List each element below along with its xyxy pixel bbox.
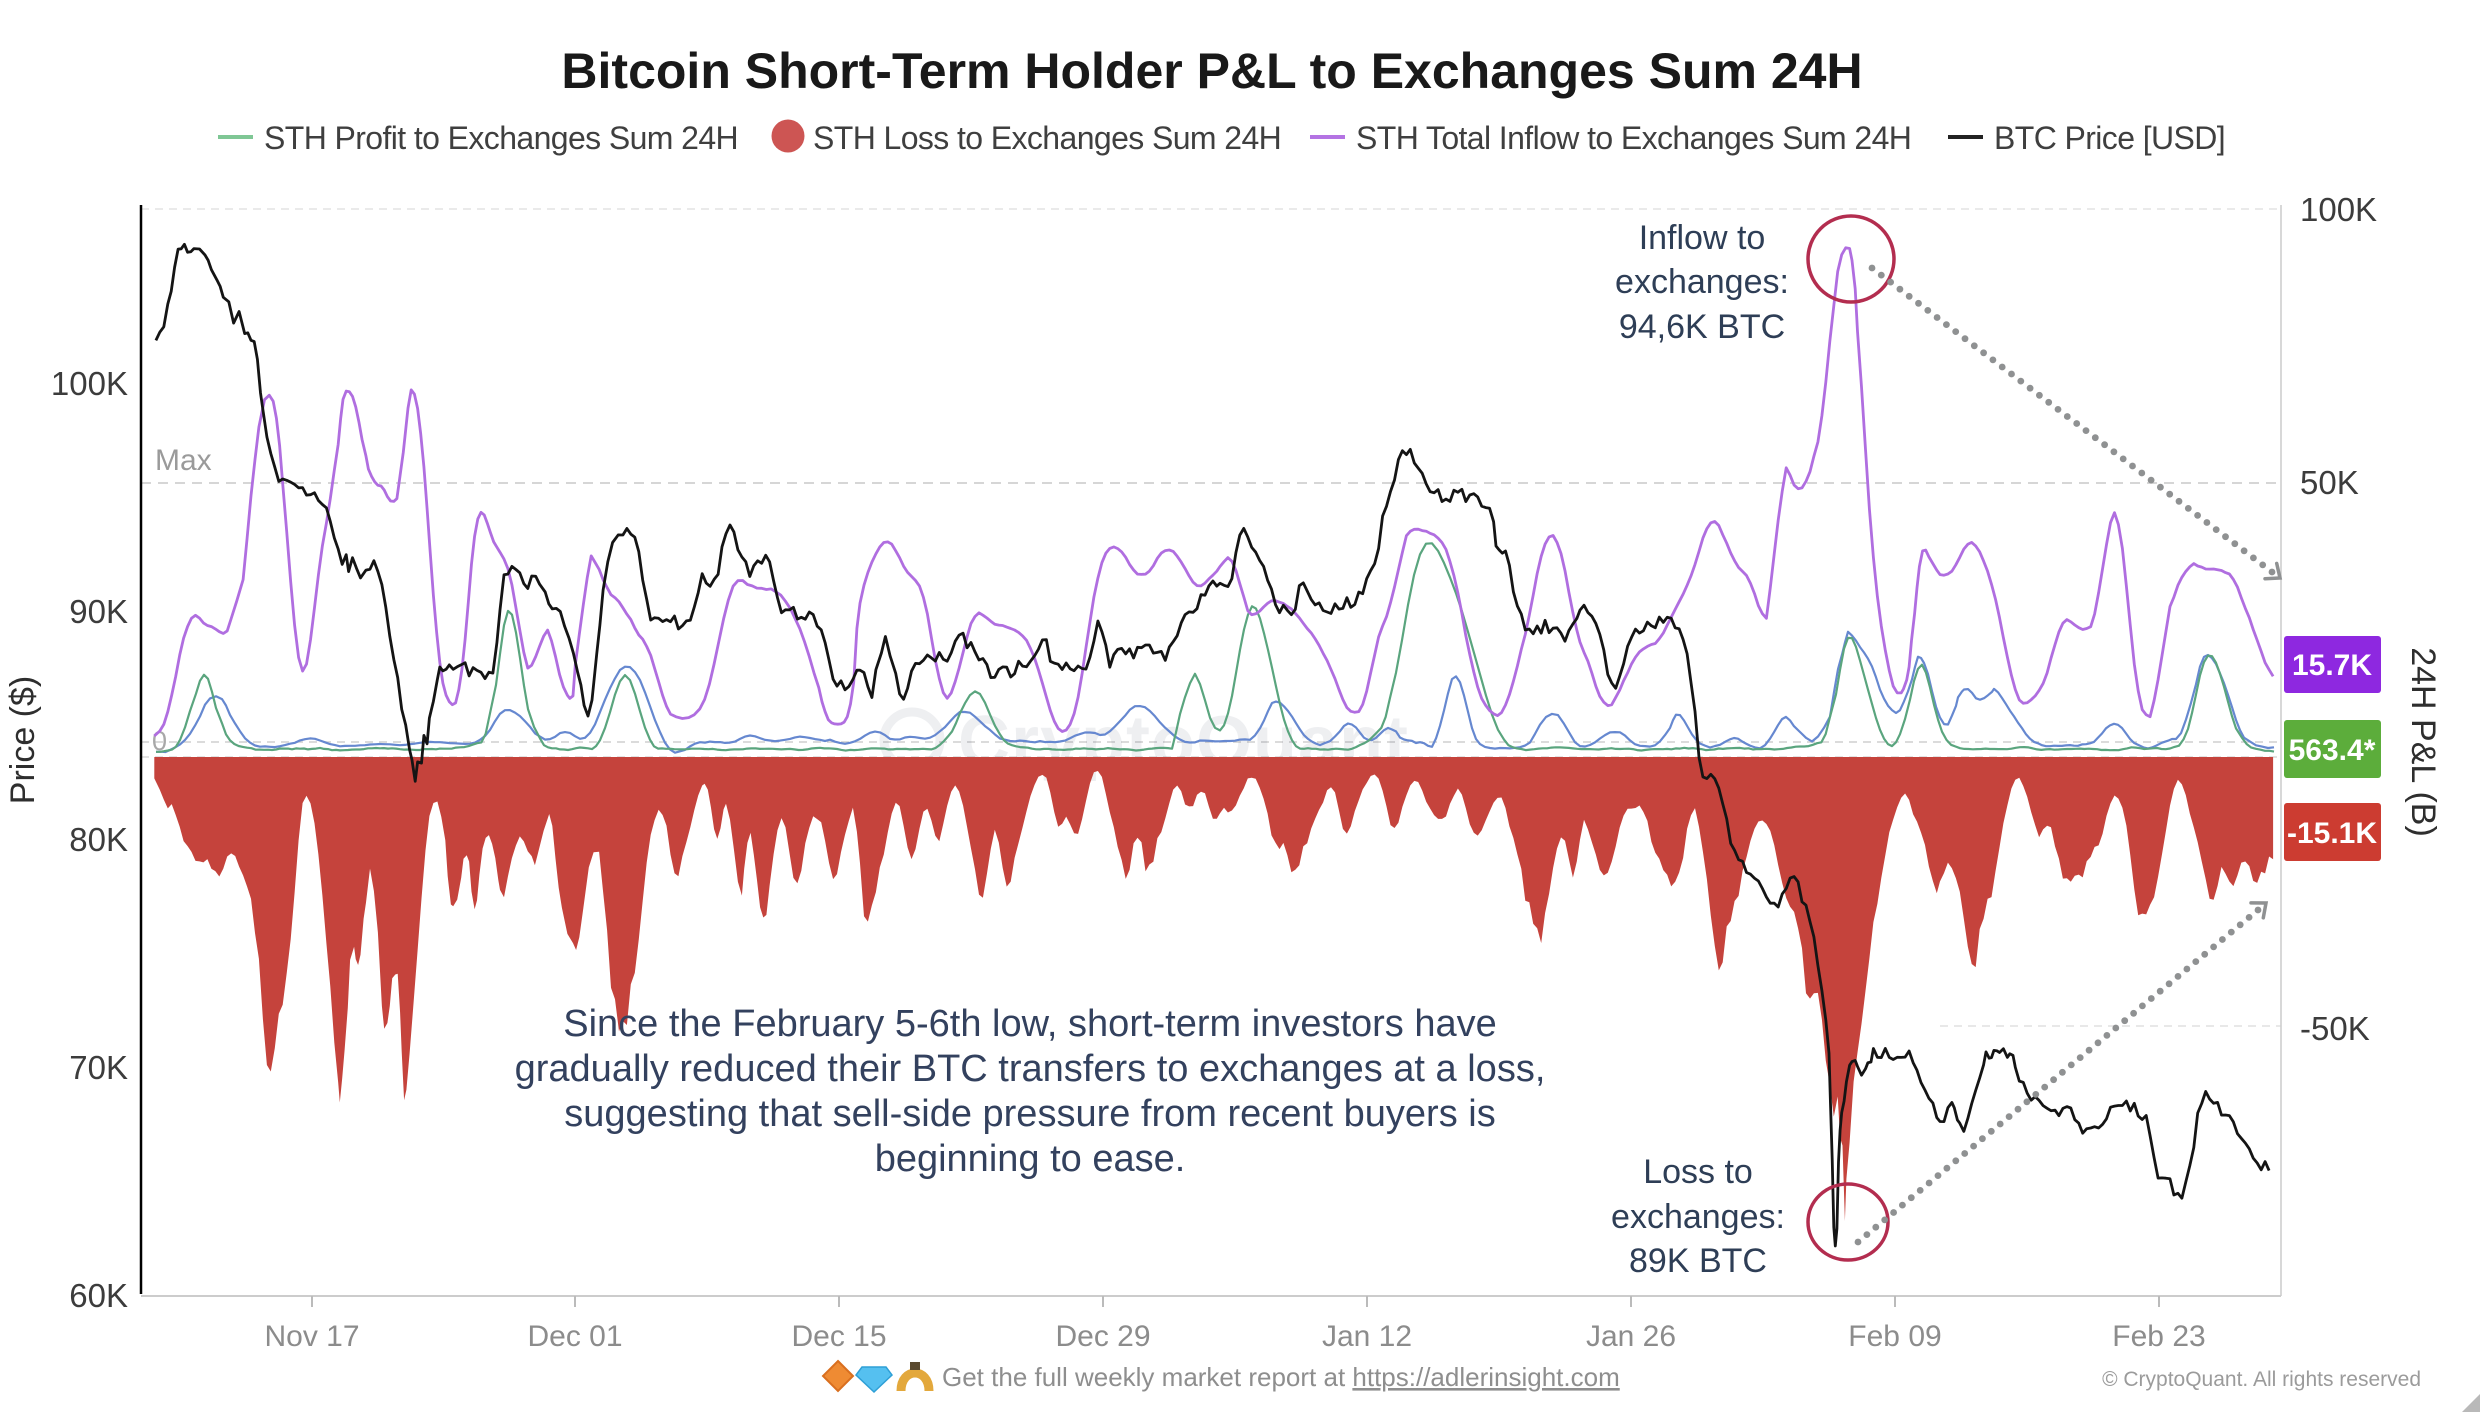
svg-text:Dec 15: Dec 15 (791, 1320, 886, 1353)
svg-text:Dec 01: Dec 01 (527, 1320, 622, 1353)
svg-text:60K: 60K (69, 1277, 128, 1314)
svg-text:STH Loss to Exchanges Sum 24H: STH Loss to Exchanges Sum 24H (813, 120, 1281, 156)
svg-text:50K: 50K (2300, 464, 2359, 501)
svg-text:Jan 12: Jan 12 (1322, 1320, 1412, 1353)
svg-text:STH Total Inflow to Exchanges: STH Total Inflow to Exchanges Sum 24H (1356, 120, 1911, 156)
svg-text:563.4*: 563.4* (2289, 734, 2376, 767)
svg-text:94,6K BTC: 94,6K BTC (1619, 308, 1785, 346)
svg-text:Inflow to: Inflow to (1639, 219, 1766, 257)
svg-text:70K: 70K (69, 1049, 128, 1086)
svg-text:Get the full weekly market rep: Get the full weekly market report at htt… (942, 1362, 1620, 1392)
svg-text:Feb 23: Feb 23 (2112, 1320, 2205, 1353)
svg-text:STH Profit to Exchanges Sum 24: STH Profit to Exchanges Sum 24H (264, 120, 738, 156)
svg-text:exchanges:: exchanges: (1611, 1198, 1785, 1236)
svg-text:beginning to ease.: beginning to ease. (875, 1138, 1186, 1180)
svg-text:80K: 80K (69, 821, 128, 858)
svg-text:Price ($): Price ($) (4, 676, 42, 804)
svg-text:100K: 100K (2300, 191, 2377, 228)
svg-text:Since the February 5-6th low,: Since the February 5-6th low, short-term… (563, 1003, 1497, 1045)
svg-text:Jan 26: Jan 26 (1586, 1320, 1676, 1353)
svg-text:suggesting that sell-side pres: suggesting that sell-side pressure from … (564, 1093, 1495, 1135)
svg-text:Bitcoin Short-Term Holder P&L: Bitcoin Short-Term Holder P&L to Exchang… (561, 43, 1862, 99)
svg-text:Nov 17: Nov 17 (264, 1320, 359, 1353)
svg-text:Dec 29: Dec 29 (1055, 1320, 1150, 1353)
svg-text:Feb 09: Feb 09 (1848, 1320, 1941, 1353)
svg-text:15.7K: 15.7K (2292, 649, 2372, 682)
svg-text:Max: Max (155, 444, 212, 477)
svg-text:gradually reduced their BTC tr: gradually reduced their BTC transfers to… (515, 1048, 1546, 1090)
svg-text:BTC Price [USD]: BTC Price [USD] (1994, 120, 2225, 156)
svg-text:-15.1K: -15.1K (2287, 817, 2377, 850)
svg-text:Loss to: Loss to (1643, 1153, 1753, 1191)
svg-text:© CryptoQuant. All rights rese: © CryptoQuant. All rights reserved (2102, 1368, 2421, 1391)
svg-text:100K: 100K (51, 365, 128, 402)
svg-text:exchanges:: exchanges: (1615, 263, 1789, 301)
svg-text:24H P&L (B): 24H P&L (B) (2404, 647, 2442, 837)
svg-text:-50K: -50K (2300, 1010, 2370, 1047)
svg-text:89K BTC: 89K BTC (1629, 1242, 1767, 1280)
svg-text:90K: 90K (69, 593, 128, 630)
